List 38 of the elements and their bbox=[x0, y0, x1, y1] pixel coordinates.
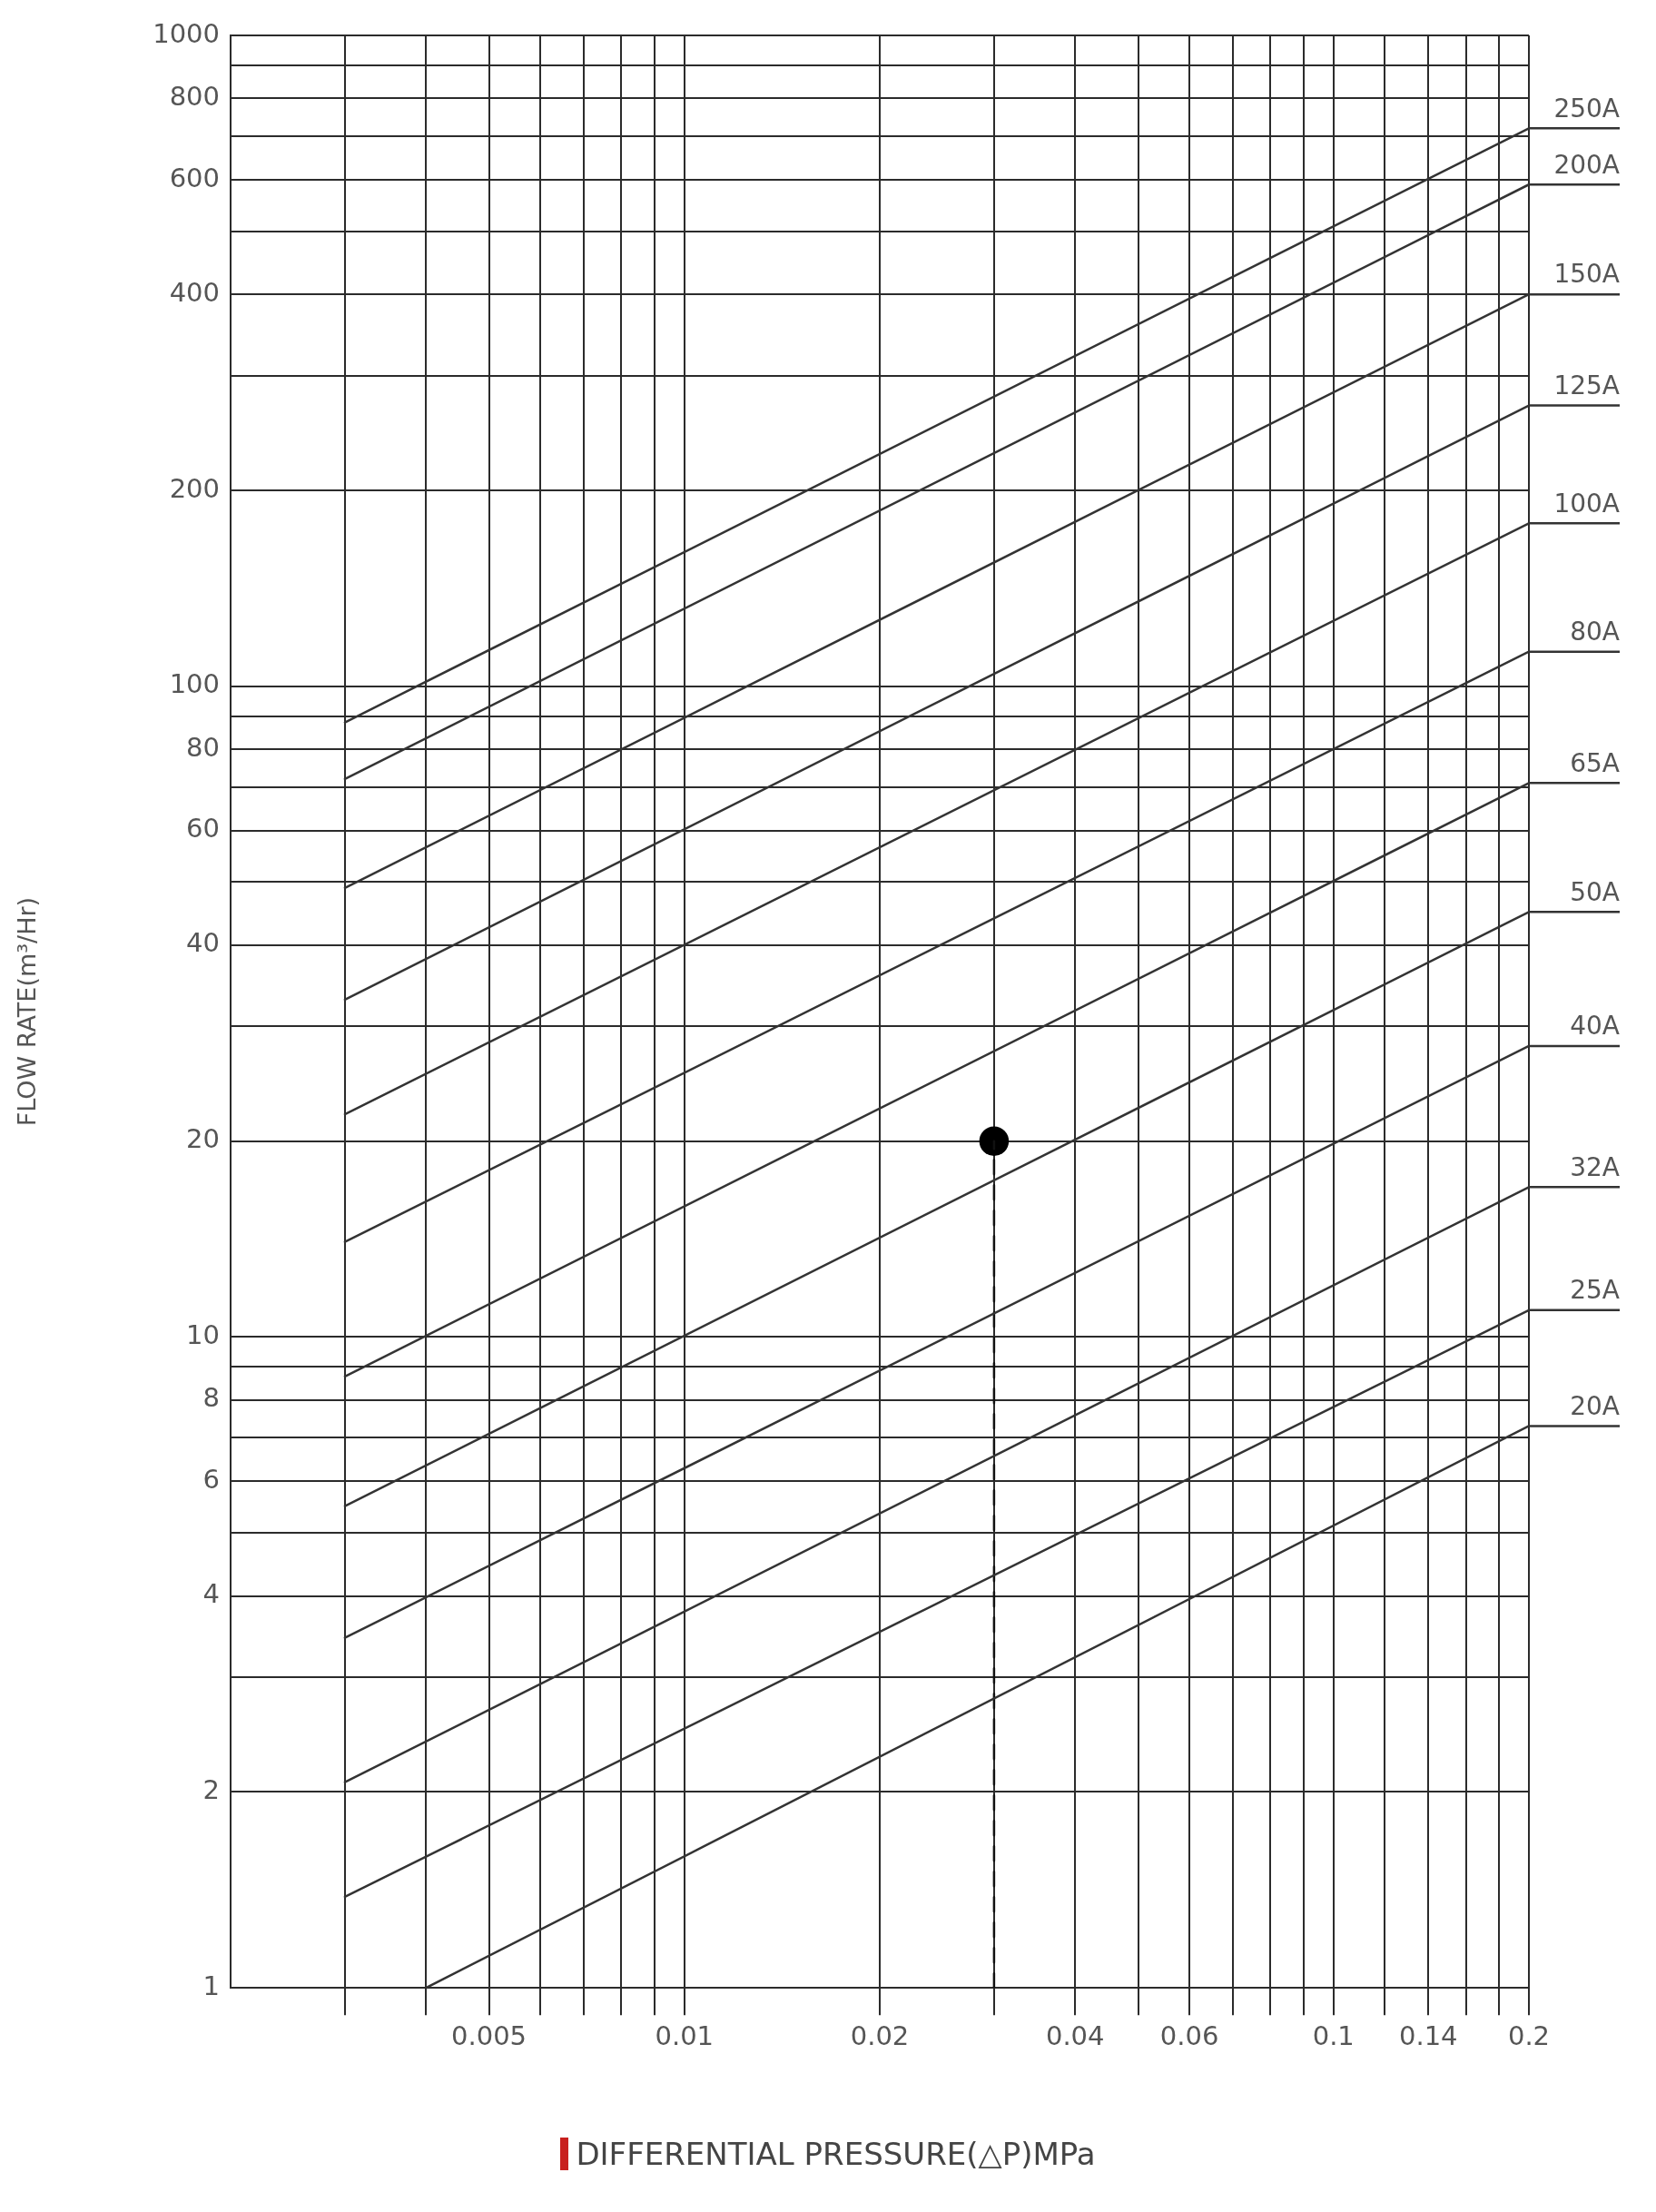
x-tick-label: 0.01 bbox=[655, 2020, 715, 2052]
y-axis-title: FLOW RATE(m³/Hr) bbox=[13, 896, 42, 1127]
y-tick-label: 1 bbox=[202, 1970, 220, 2001]
series-label: 50A bbox=[1570, 876, 1620, 907]
y-tick-label: 800 bbox=[169, 80, 220, 112]
y-tick-label: 6 bbox=[202, 1464, 220, 1495]
series-label: 250A bbox=[1553, 93, 1620, 123]
legend-label: 200A bbox=[1553, 149, 1620, 180]
x-tick-label: 0.2 bbox=[1507, 2020, 1551, 2052]
x-tick-label: 0.14 bbox=[1398, 2020, 1458, 2052]
x-tick-label: 0.005 bbox=[451, 2020, 527, 2052]
y-tick-label: 100 bbox=[169, 668, 220, 700]
y-tick-label: 80 bbox=[186, 731, 220, 763]
y-tick-label: 10 bbox=[186, 1319, 220, 1350]
series-label: 150A bbox=[1553, 259, 1620, 290]
x-tick-label: 0.04 bbox=[1045, 2020, 1105, 2052]
series-label: 20A bbox=[1570, 1390, 1620, 1421]
y-tick-label: 8 bbox=[202, 1382, 220, 1414]
series-label: 80A bbox=[1570, 616, 1620, 647]
y-tick-label: 60 bbox=[186, 813, 220, 844]
y-tick-label: 200 bbox=[169, 472, 220, 504]
y-tick-label: 400 bbox=[169, 276, 220, 308]
y-tick-label: 2 bbox=[202, 1773, 220, 1805]
y-tick-label: 20 bbox=[186, 1123, 220, 1155]
y-tick-label: 40 bbox=[186, 927, 220, 959]
x-tick-label: 0.02 bbox=[850, 2020, 910, 2052]
y-tick-label: 600 bbox=[169, 162, 220, 193]
y-tick-label: 4 bbox=[202, 1578, 220, 1610]
series-label: 65A bbox=[1570, 747, 1620, 778]
y-tick-label: 1000 bbox=[153, 17, 220, 49]
series-label: 125A bbox=[1553, 370, 1620, 400]
x-tick-label: 0.1 bbox=[1312, 2020, 1355, 2052]
x-axis-title: DIFFERENTIAL PRESSURE(△P)MPa bbox=[576, 2136, 1096, 2172]
series-label: 32A bbox=[1570, 1151, 1620, 1182]
series-label: 100A bbox=[1553, 488, 1620, 518]
x-tick-label: 0.06 bbox=[1159, 2020, 1219, 2052]
series-label: 40A bbox=[1570, 1011, 1620, 1042]
series-label: 25A bbox=[1570, 1275, 1620, 1306]
